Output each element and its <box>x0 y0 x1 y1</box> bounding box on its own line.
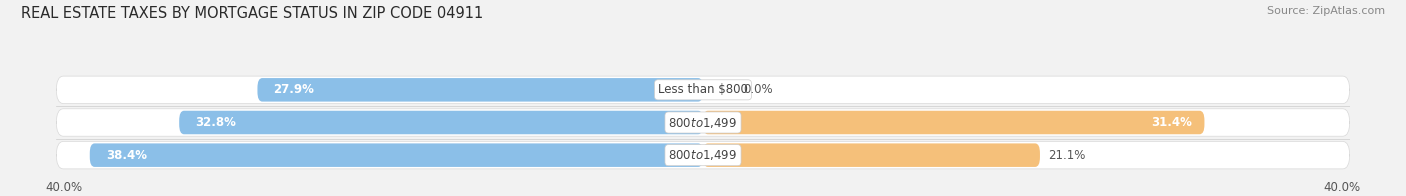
Text: 0.0%: 0.0% <box>742 83 772 96</box>
Text: 31.4%: 31.4% <box>1150 116 1192 129</box>
FancyBboxPatch shape <box>90 143 703 167</box>
FancyBboxPatch shape <box>56 109 1350 136</box>
Text: $800 to $1,499: $800 to $1,499 <box>668 148 738 162</box>
FancyBboxPatch shape <box>703 143 1040 167</box>
Text: 21.1%: 21.1% <box>1047 149 1085 162</box>
Text: Less than $800: Less than $800 <box>658 83 748 96</box>
FancyBboxPatch shape <box>257 78 703 102</box>
Text: 27.9%: 27.9% <box>273 83 315 96</box>
FancyBboxPatch shape <box>56 76 1350 103</box>
FancyBboxPatch shape <box>56 142 1350 169</box>
Text: $800 to $1,499: $800 to $1,499 <box>668 115 738 130</box>
Text: REAL ESTATE TAXES BY MORTGAGE STATUS IN ZIP CODE 04911: REAL ESTATE TAXES BY MORTGAGE STATUS IN … <box>21 6 484 21</box>
Text: Source: ZipAtlas.com: Source: ZipAtlas.com <box>1267 6 1385 16</box>
FancyBboxPatch shape <box>703 111 1205 134</box>
Text: 38.4%: 38.4% <box>105 149 146 162</box>
FancyBboxPatch shape <box>179 111 703 134</box>
Text: 32.8%: 32.8% <box>195 116 236 129</box>
